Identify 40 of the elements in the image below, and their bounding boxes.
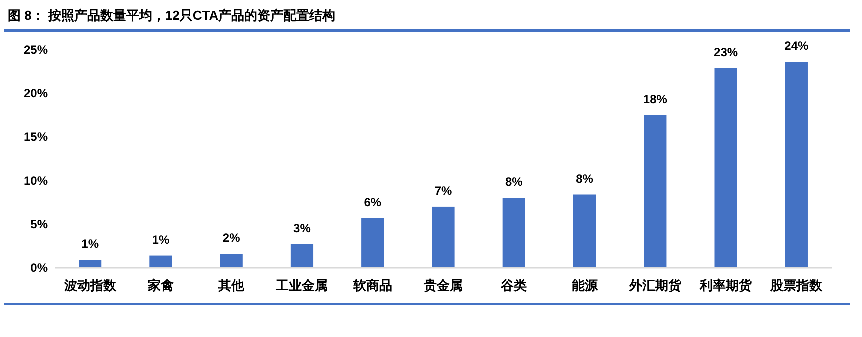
data-label: 18% (643, 92, 668, 106)
x-tick-label: 外汇期货 (628, 278, 682, 293)
bar (785, 62, 808, 268)
data-label: 8% (505, 175, 524, 190)
y-tick-label: 15% (24, 130, 48, 144)
bar (432, 206, 455, 268)
x-tick-label: 波动指数 (63, 278, 118, 293)
bar (573, 194, 596, 268)
y-tick-label: 0% (30, 261, 48, 275)
x-tick-label: 家禽 (146, 278, 174, 293)
x-tick-label: 能源 (572, 278, 599, 293)
data-label: 8% (576, 172, 594, 186)
y-tick-label: 5% (30, 217, 48, 232)
data-label: 2% (222, 231, 241, 246)
bar (290, 244, 314, 268)
x-tick-label: 工业金属 (275, 278, 328, 293)
data-label: 7% (434, 184, 452, 198)
data-label: 1% (152, 232, 170, 247)
bar (714, 68, 738, 268)
data-label: 23% (714, 45, 738, 60)
bar (79, 260, 102, 268)
data-label: 6% (364, 195, 382, 210)
data-label: 24% (784, 39, 810, 54)
x-tick-label: 软商品 (352, 278, 392, 293)
bar (502, 198, 526, 268)
bar (644, 115, 667, 268)
chart-title: 图 8： 按照产品数量平均，12只CTA产品的资产配置结构 (8, 8, 336, 23)
bar (150, 256, 172, 268)
x-tick-label: 谷类 (500, 278, 528, 293)
y-tick-label: 25% (24, 43, 48, 57)
x-tick-label: 贵金属 (423, 278, 463, 293)
data-label: 3% (294, 221, 312, 236)
y-tick-label: 20% (24, 86, 48, 101)
bar (362, 218, 384, 268)
bar (220, 254, 243, 268)
x-tick-label: 利率期货 (699, 278, 754, 293)
data-label: 1% (82, 237, 100, 252)
x-tick-label: 其他 (218, 278, 246, 293)
y-tick-label: 10% (24, 174, 48, 188)
x-tick-label: 股票指数 (770, 278, 824, 293)
